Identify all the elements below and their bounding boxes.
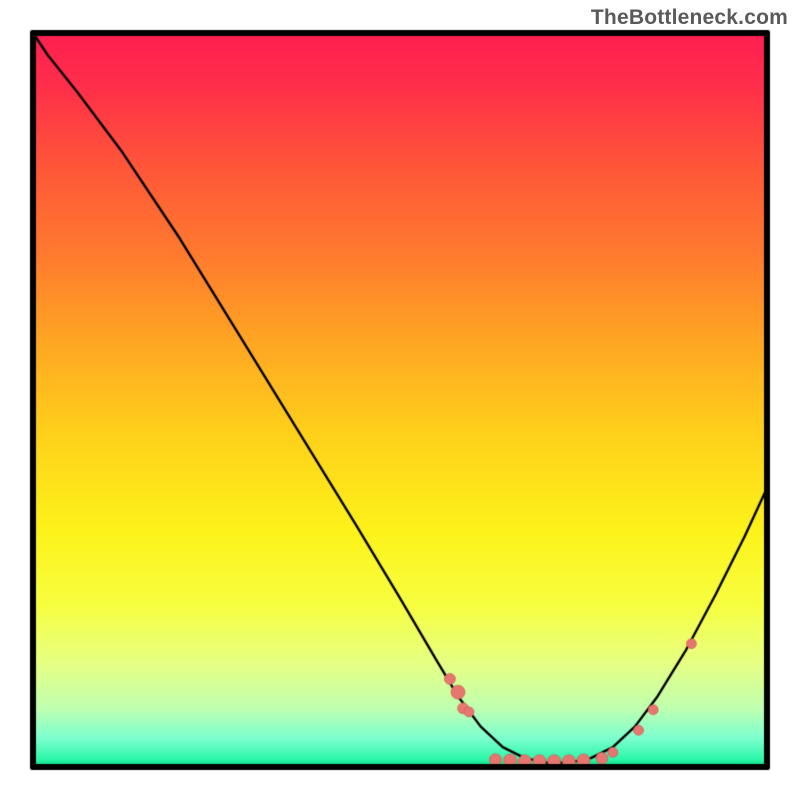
watermark-text: TheBottleneck.com: [591, 6, 788, 30]
chart-canvas: [0, 0, 800, 800]
chart-container: TheBottleneck.com: [0, 0, 800, 800]
